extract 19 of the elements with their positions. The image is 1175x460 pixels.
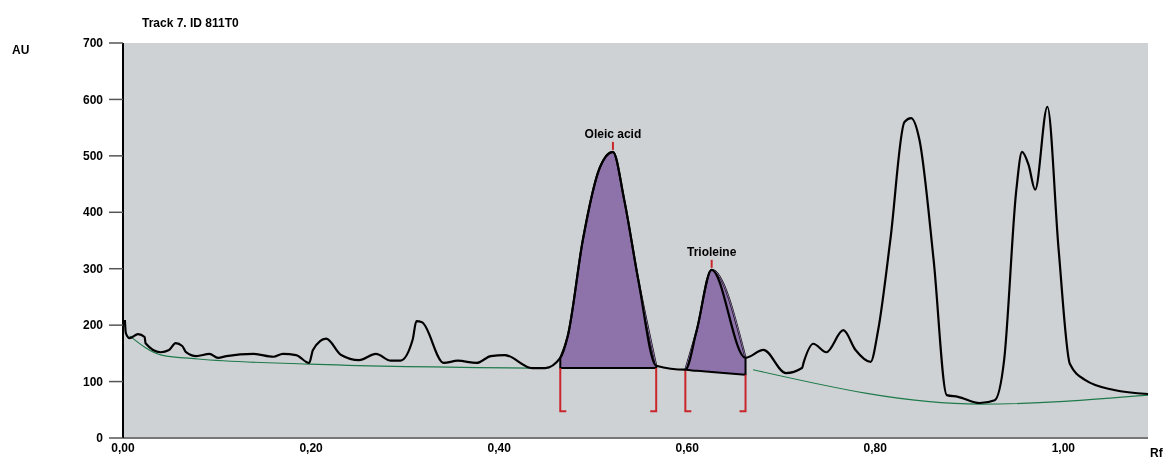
- y-tick-label: 500: [82, 149, 104, 164]
- x-tick-label: 0,80: [863, 441, 888, 455]
- y-tick-label: 100: [82, 374, 104, 389]
- x-tick-label: 0,60: [675, 441, 700, 455]
- x-tick-label: 1,00: [1051, 441, 1076, 455]
- y-tick-label: 600: [82, 92, 104, 107]
- y-tick-label: 700: [82, 36, 104, 51]
- y-tick-label: 400: [82, 205, 104, 220]
- x-axis-title: Rf: [1150, 446, 1164, 460]
- y-tick-label: 0: [96, 431, 104, 446]
- chart-title: Track 7. ID 811T0: [142, 16, 240, 30]
- annotation: Trioleine: [686, 244, 737, 259]
- y-tick-label: 300: [82, 261, 104, 276]
- y-tick-label: 200: [82, 318, 104, 333]
- x-tick-label: 0,40: [487, 441, 512, 455]
- y-axis-title: AU: [12, 43, 30, 57]
- x-tick-label: 0,20: [299, 441, 324, 455]
- x-tick-label: 0,00: [111, 441, 135, 455]
- annotation: Oleic acid: [584, 126, 642, 141]
